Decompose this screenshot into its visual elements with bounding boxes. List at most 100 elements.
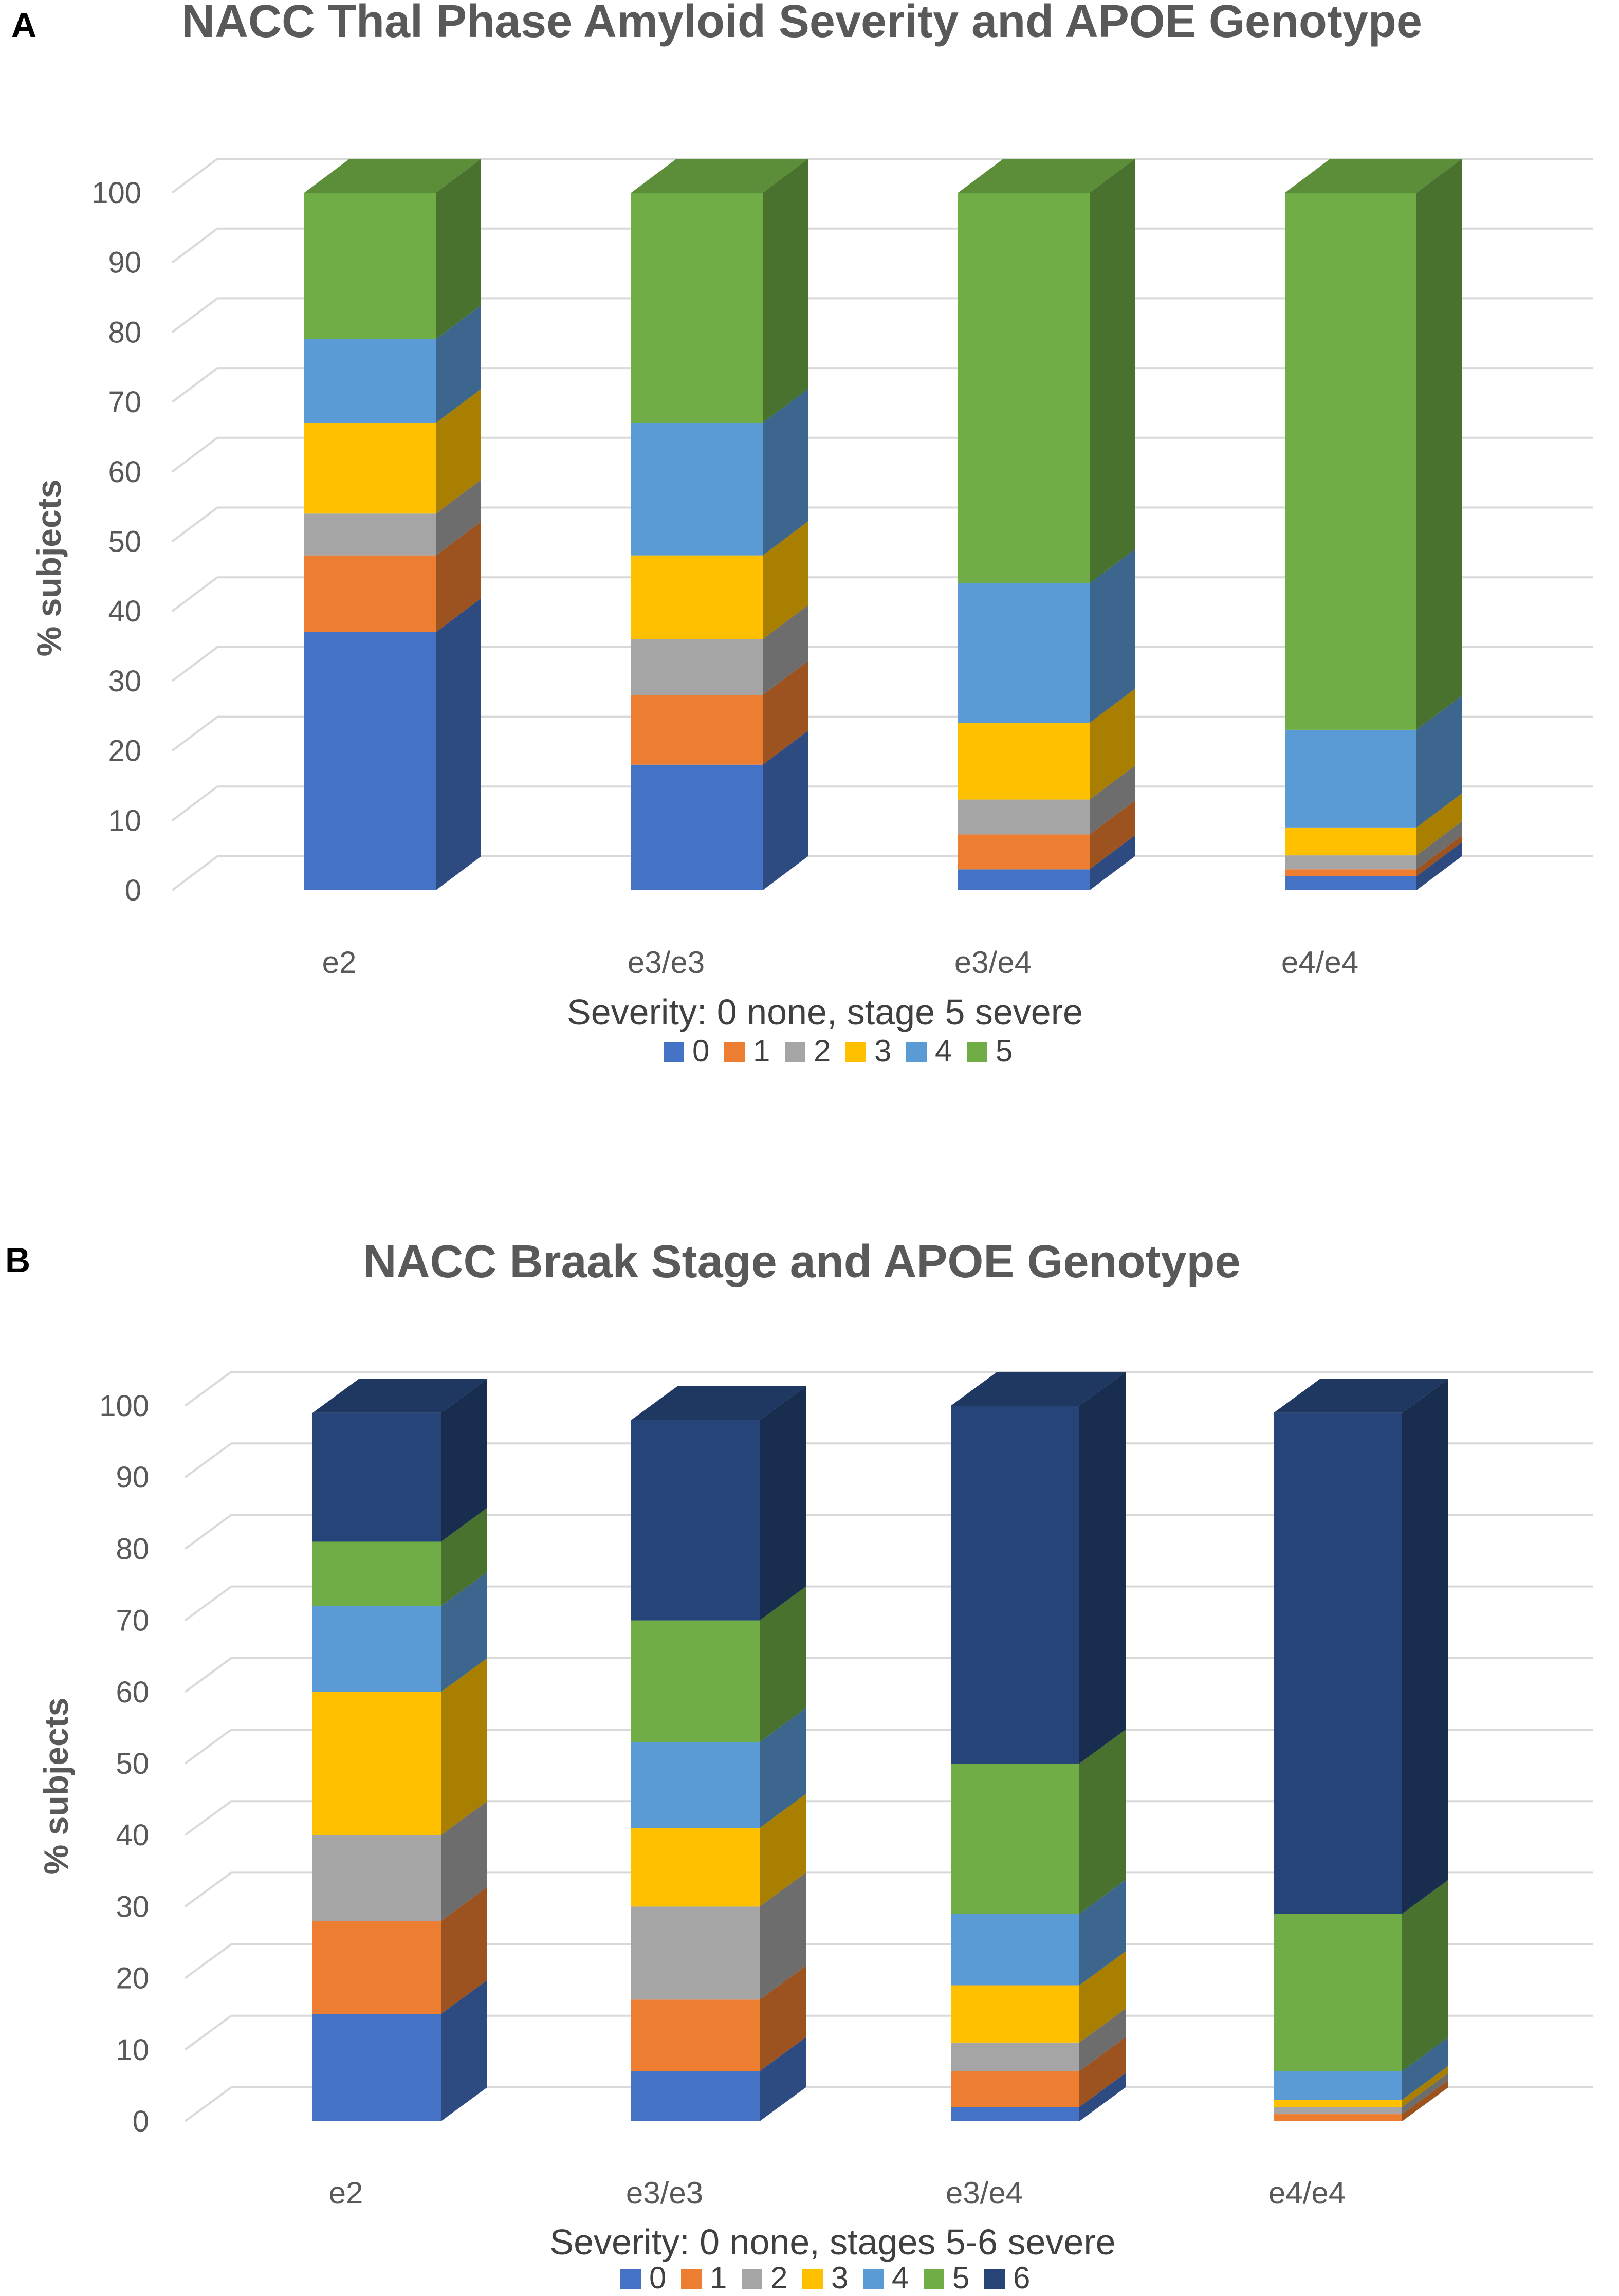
y-tick-label: 70 — [108, 385, 141, 419]
y-tick-label: 80 — [116, 1532, 149, 1566]
legend-swatch — [785, 1042, 805, 1062]
bar-segment-0 — [631, 2037, 806, 2121]
y-tick-label: 60 — [108, 455, 141, 489]
legend-label: 6 — [1013, 2261, 1030, 2295]
y-tick-label: 0 — [125, 874, 141, 907]
legend-label: 1 — [753, 1034, 770, 1068]
bar-segment-4 — [958, 549, 1135, 723]
legend-item-4: 4 — [906, 1034, 952, 1068]
legend-swatch — [620, 2269, 641, 2289]
bar-top-face — [312, 1379, 487, 1413]
bar-stack-e4-e4 — [1285, 159, 1462, 890]
legend-swatch — [967, 1042, 987, 1062]
panel-b-letter: B — [5, 1241, 30, 1280]
bar-segment-5 — [631, 159, 808, 423]
y-tick-label: 10 — [108, 804, 141, 837]
y-tick-label: 100 — [99, 1389, 149, 1423]
gridline — [184, 1943, 1593, 1979]
bar-stack-e2 — [312, 1379, 487, 2121]
bar-segment-1 — [1285, 835, 1462, 876]
y-tick-label: 50 — [116, 1747, 149, 1780]
bar-stack-e3-e3 — [631, 159, 808, 890]
bar-segment-4 — [631, 1708, 806, 1828]
legend-item-1: 1 — [724, 1034, 770, 1068]
panel-b-x-axis-title: Severity: 0 none, stages 5-6 severe — [549, 2222, 1115, 2262]
y-tick-label: 90 — [116, 1461, 149, 1494]
bar-segment-0 — [312, 1980, 487, 2121]
panel-a-bars — [304, 159, 1462, 890]
category-label: e3/e3 — [628, 945, 705, 980]
bar-segment-0 — [631, 730, 808, 890]
legend-item-3: 3 — [845, 1034, 891, 1068]
y-tick-label: 50 — [108, 525, 141, 559]
bar-segment-6 — [312, 1379, 487, 1542]
gridline — [184, 1371, 1593, 1407]
category-label: e3/e3 — [626, 2176, 703, 2210]
bar-segment-2 — [631, 1872, 806, 2000]
legend-swatch — [984, 2269, 1005, 2289]
bar-segment-5 — [1285, 159, 1462, 730]
y-tick-label: 40 — [116, 1819, 149, 1852]
bar-top-face — [631, 159, 808, 193]
panel-b-gridlines — [184, 1371, 1593, 2122]
panel-a-y-axis-title: % subjects — [30, 480, 68, 657]
legend-label: 4 — [892, 2261, 909, 2295]
legend-label: 4 — [935, 1034, 952, 1068]
bar-segment-3 — [1274, 2066, 1448, 2107]
bar-top-face — [958, 159, 1135, 193]
legend-label: 5 — [996, 1034, 1013, 1068]
legend-swatch — [845, 1042, 866, 1062]
y-tick-label: 60 — [116, 1676, 149, 1709]
bar-segment-1 — [312, 1887, 487, 2014]
bar-segment-1 — [1274, 2080, 1448, 2121]
bar-segment-1 — [631, 1966, 806, 2071]
legend-swatch — [802, 2269, 823, 2289]
bar-segment-4 — [631, 389, 808, 556]
legend-label: 5 — [952, 2261, 969, 2295]
legend-label: 1 — [710, 2261, 727, 2295]
legend-item-1: 1 — [681, 2261, 727, 2295]
bar-segment-2 — [1285, 821, 1462, 870]
gridline — [184, 2014, 1593, 2051]
bar-segment-5 — [951, 1730, 1126, 1914]
bar-segment-2 — [958, 765, 1135, 835]
category-label: e4/e4 — [1281, 945, 1358, 980]
y-tick-label: 0 — [133, 2105, 149, 2138]
legend-item-4: 4 — [863, 2261, 909, 2295]
category-label: e2 — [329, 2176, 363, 2210]
y-tick-label: 100 — [91, 176, 141, 210]
bar-segment-0 — [951, 2073, 1126, 2121]
bar-segment-0 — [958, 835, 1135, 890]
legend-item-2: 2 — [742, 2261, 787, 2295]
panel-b: B NACC Braak Stage and APOE Genotype 0 10… — [5, 1236, 1593, 2295]
bar-segment-5 — [631, 1586, 806, 1742]
legend-item-5: 5 — [967, 1034, 1013, 1068]
panel-b-legend: 0 1 2 3 4 5 6 — [620, 2261, 1030, 2295]
bar-top-face — [1274, 1379, 1448, 1413]
bar-segment-6 — [951, 1372, 1126, 1764]
bar-stack-e3-e4 — [951, 1372, 1126, 2121]
bar-segment-3 — [312, 1658, 487, 1835]
gridline — [184, 1442, 1593, 1478]
legend-label: 0 — [692, 1034, 709, 1068]
gridline — [184, 1800, 1593, 1836]
bar-top-face — [304, 159, 481, 193]
bar-segment-1 — [958, 800, 1135, 870]
panel-b-title: NACC Braak Stage and APOE Genotype — [363, 1236, 1240, 1288]
bar-segment-2 — [1274, 2073, 1448, 2115]
gridline — [184, 1657, 1593, 1693]
legend-label: 3 — [874, 1034, 891, 1068]
bar-segment-6 — [1274, 1379, 1448, 1914]
panel-a-y-tick-labels: 0 10 20 30 40 50 60 70 80 90 100 — [91, 176, 141, 907]
bar-segment-1 — [951, 2037, 1126, 2107]
bar-segment-4 — [1285, 695, 1462, 828]
bar-segment-6 — [631, 1386, 806, 1621]
legend-item-6: 6 — [984, 2261, 1030, 2295]
gridline — [184, 1871, 1593, 1908]
bar-segment-3 — [631, 1794, 806, 1907]
y-tick-label: 20 — [116, 1962, 149, 1995]
legend-item-5: 5 — [924, 2261, 969, 2295]
bar-top-face — [951, 1372, 1126, 1406]
y-tick-label: 70 — [116, 1604, 149, 1638]
bar-segment-3 — [1285, 793, 1462, 856]
